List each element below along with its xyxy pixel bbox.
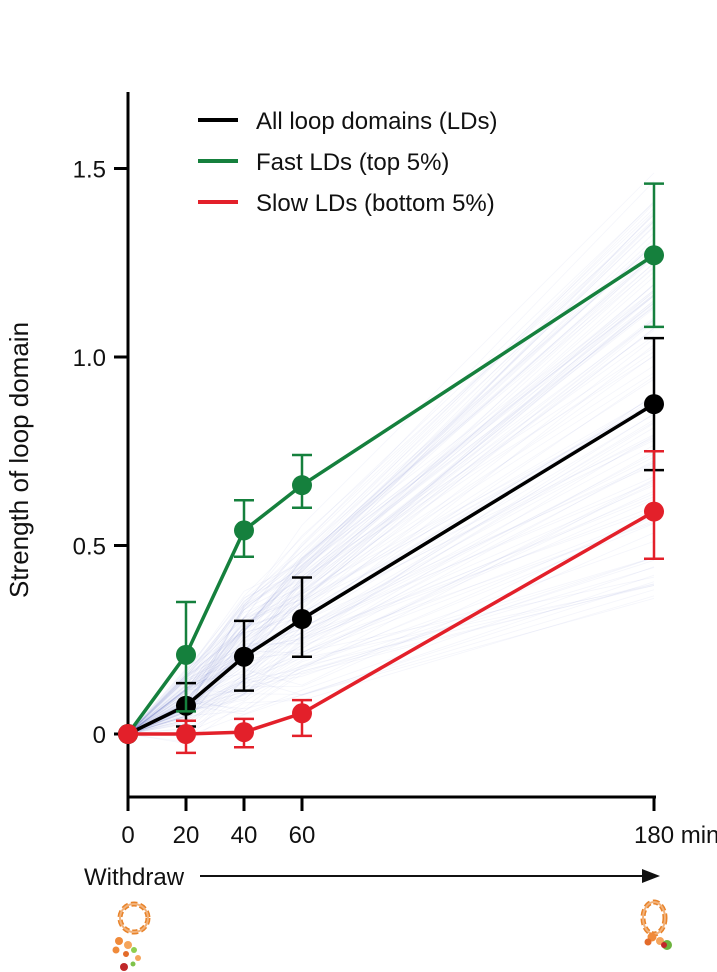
trace-line: [127, 271, 655, 735]
axes: 0 0.5 1.0 1.5 0 20 40 60 180 min: [73, 92, 717, 849]
legend-label: All loop domains (LDs): [256, 108, 497, 135]
trace-line: [127, 208, 655, 735]
trace-line: [127, 557, 655, 735]
data-point: [176, 724, 196, 744]
legend-label: Slow LDs (bottom 5%): [256, 190, 495, 217]
trace-line: [127, 219, 655, 735]
trace-line: [127, 232, 655, 735]
trace-line: [127, 493, 655, 735]
data-point: [292, 703, 312, 724]
trace-line: [127, 506, 655, 735]
trace-line: [127, 318, 655, 735]
data-point: [644, 245, 664, 266]
withdraw-annotation: Withdraw: [84, 864, 660, 891]
data-point: [292, 609, 312, 630]
data-point: [644, 394, 664, 415]
trace-line: [127, 567, 655, 735]
trace-line: [127, 225, 655, 735]
x-tick-label: 0: [121, 822, 134, 849]
data-point: [644, 501, 664, 522]
y-tick-label: 0.5: [73, 534, 106, 561]
background-traces: [127, 172, 655, 744]
trace-line: [127, 247, 655, 735]
trace-line: [127, 498, 655, 735]
trace-line: [127, 302, 655, 735]
legend-label: Fast LDs (top 5%): [256, 149, 449, 176]
y-tick-label: 1.0: [73, 345, 106, 372]
y-tick-label: 0: [93, 722, 106, 749]
withdraw-arrowhead: [642, 869, 660, 883]
trace-line: [127, 515, 655, 735]
trace-line: [127, 214, 655, 735]
trace-line: [127, 291, 655, 735]
trace-line: [127, 595, 655, 744]
withdraw-label: Withdraw: [84, 864, 185, 891]
series-fast: [118, 182, 664, 744]
series-layer: [118, 182, 664, 755]
x-tick-label: 60: [289, 822, 316, 849]
data-point: [292, 475, 312, 496]
data-point: [234, 646, 254, 667]
folded-chromatin-loop-icon: [640, 899, 672, 950]
x-tick-label: 40: [231, 822, 258, 849]
legend: All loop domains (LDs) Fast LDs (top 5%) S…: [198, 108, 497, 217]
trace-line: [127, 238, 655, 735]
trace-line: [127, 258, 655, 735]
trace-line: [127, 263, 655, 735]
trace-line: [127, 180, 655, 735]
x-tick-label: 180 min: [634, 822, 717, 849]
x-tick-label: 20: [173, 822, 200, 849]
trace-line: [127, 523, 655, 735]
trace-line: [127, 226, 655, 735]
y-tick-label: 1.5: [73, 157, 106, 184]
data-point: [234, 722, 254, 743]
trace-line: [127, 478, 655, 735]
trace-line: [127, 201, 655, 735]
data-point: [118, 724, 138, 744]
trace-line: [127, 220, 655, 735]
unfolded-chromatin-loop-icon: [112, 901, 151, 971]
data-point: [176, 644, 196, 665]
trace-line: [127, 585, 655, 735]
trace-line: [127, 252, 655, 735]
trace-line: [127, 581, 655, 735]
trace-line: [127, 211, 655, 735]
trace-line: [127, 244, 655, 735]
trace-line: [127, 574, 655, 735]
y-axis-label: Strength of loop domain: [4, 322, 34, 598]
trace-line: [127, 496, 655, 735]
trace-line: [127, 304, 655, 735]
series-slow: [118, 450, 664, 755]
data-point: [234, 520, 254, 541]
trace-line: [127, 203, 655, 735]
